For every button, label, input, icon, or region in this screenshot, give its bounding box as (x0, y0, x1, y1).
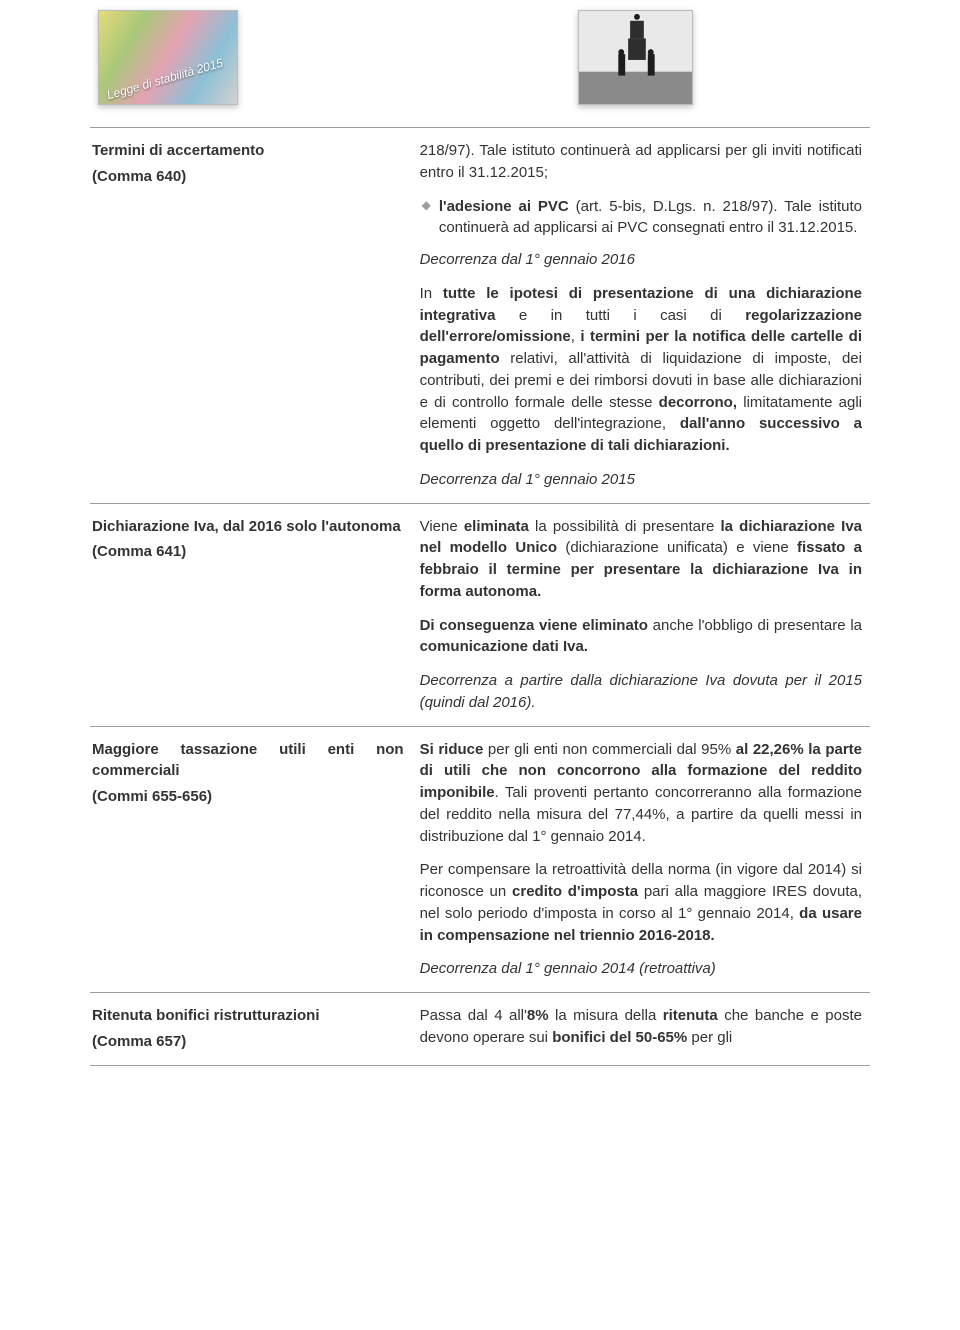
row-title: Maggiore tassazione utili enti non comme… (92, 741, 404, 780)
table-row: Dichiarazione Iva, dal 2016 solo l'auton… (90, 503, 870, 726)
document-page: Legge di stabilità 2015 Term (0, 0, 960, 1096)
row-body: 218/97). Tale istituto continuerà ad app… (418, 128, 870, 504)
header-images: Legge di stabilità 2015 (90, 10, 870, 105)
row-left: Dichiarazione Iva, dal 2016 solo l'auton… (90, 503, 418, 726)
row-left: Ritenuta bonifici ristrutturazioni (Comma… (90, 993, 418, 1066)
table-row: Ritenuta bonifici ristrutturazioni (Comma… (90, 993, 870, 1066)
row-body: Viene eliminata la possibilità di presen… (418, 503, 870, 726)
table-row: Termini di accertamento (Comma 640) 218/97… (90, 128, 870, 504)
row-body: Passa dal 4 all'8% la misura della riten… (418, 993, 870, 1066)
row-body: Si riduce per gli enti non commerciali d… (418, 726, 870, 993)
row-title: Dichiarazione Iva, dal 2016 solo l'auton… (92, 518, 401, 535)
money-thumbnail: Legge di stabilità 2015 (98, 10, 238, 105)
people-thumbnail (578, 10, 693, 105)
table-row: Maggiore tassazione utili enti non comme… (90, 726, 870, 993)
row-ref: (Comma 657) (92, 1031, 404, 1053)
row-title: Termini di accertamento (92, 142, 264, 159)
bullet-icon: ◆ (420, 196, 431, 215)
row-left: Maggiore tassazione utili enti non comme… (90, 726, 418, 993)
row-ref: (Comma 640) (92, 166, 404, 188)
row-ref: (Comma 641) (92, 541, 404, 563)
row-title: Ritenuta bonifici ristrutturazioni (92, 1007, 320, 1024)
row-ref: (Commi 655-656) (92, 786, 404, 808)
money-caption: Legge di stabilità 2015 (105, 54, 225, 104)
content-table: Termini di accertamento (Comma 640) 218/97… (90, 127, 870, 1066)
row-left: Termini di accertamento (Comma 640) (90, 128, 418, 504)
